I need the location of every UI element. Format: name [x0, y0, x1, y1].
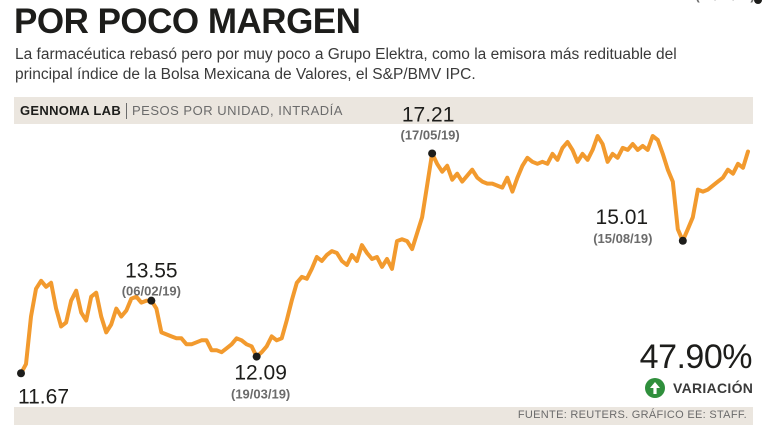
annotation-value-label: 17.21	[402, 103, 455, 126]
annotation-value-label: 15.01	[596, 206, 649, 229]
annotation-value-label: 13.55	[125, 260, 178, 283]
price-series-line	[19, 134, 750, 376]
source-credit: FUENTE: REUTERS. GRÁFICO EE: STAFF.	[517, 409, 747, 421]
page-title: POR POCO MARGEN	[14, 2, 361, 41]
chart-header-band: GENNOMA LAB PESOS POR UNIDAD, INTRADÍA	[14, 97, 753, 124]
annotation-date-label: (02/09/19)	[695, 0, 754, 3]
annotation-date-label: (15/08/19)	[593, 231, 652, 246]
annotation-point	[428, 149, 437, 158]
variation-indicator: VARIACIÓN	[645, 377, 753, 399]
page-subtitle: La farmacéutica rebasó pero por muy poco…	[15, 46, 677, 83]
annotation-point	[17, 369, 25, 378]
annotation-value-label: 11.67	[18, 385, 69, 408]
variation-value: 47.90%	[639, 338, 753, 376]
annotation-point	[147, 296, 156, 305]
annotation-date-label: (19/03/19)	[231, 387, 290, 402]
footer-band: FUENTE: REUTERS. GRÁFICO EE: STAFF.	[14, 407, 753, 425]
annotation-date-label: (17/05/19)	[400, 127, 459, 142]
annotation-value-label: 17.26	[712, 0, 765, 5]
up-arrow-icon	[645, 378, 665, 398]
annotation-point	[678, 236, 687, 245]
annotation-point	[252, 352, 261, 361]
variation-label: VARIACIÓN	[673, 380, 754, 396]
line-group	[19, 134, 750, 376]
units-label: PESOS POR UNIDAD, INTRADÍA	[132, 103, 343, 118]
annotation-value-label: 12.09	[234, 362, 287, 385]
annotation-date-label: (06/02/19)	[122, 284, 181, 299]
annotation-point	[754, 0, 763, 4]
header-divider	[126, 103, 127, 119]
company-name: GENNOMA LAB	[20, 103, 122, 118]
